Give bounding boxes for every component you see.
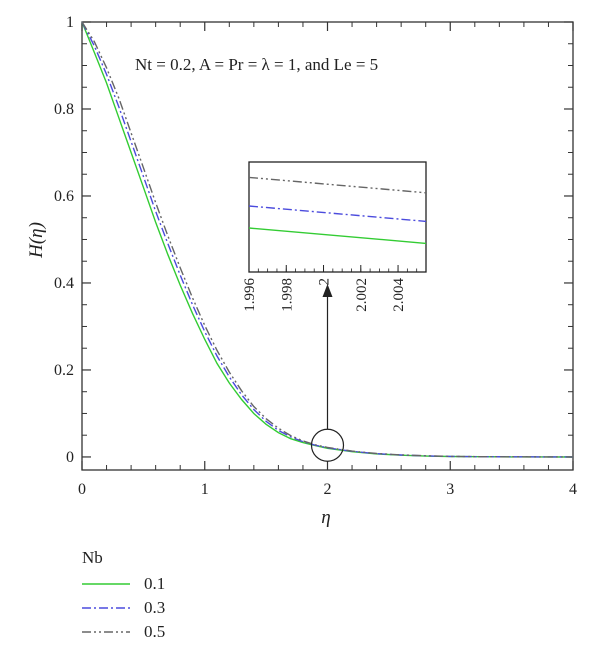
legend-swatch — [82, 607, 130, 609]
legend-item-0.3: 0.3 — [82, 596, 165, 620]
chart: 0 1 2 3 4 0 0.2 0.4 0.6 0.8 1 1.996 1.998 2 2.002 2.00… — [26, 14, 577, 528]
y-tick-label: 0 — [66, 449, 74, 466]
inset-x-tick-label: 2.002 — [354, 278, 370, 312]
inset-x-tick-label: 2 — [317, 278, 333, 286]
inset-series-line-0.3 — [248, 205, 427, 223]
inset-series-line-0.1 — [248, 227, 427, 245]
legend-item-0.5: 0.5 — [82, 620, 165, 644]
inset-x-tick-label: 2.004 — [391, 278, 407, 312]
annotation-text: Nt = 0.2, A = Pr = λ = 1, and Le = 5 — [135, 55, 378, 74]
legend-title: Nb — [82, 548, 103, 567]
x-tick-label: 3 — [446, 481, 454, 498]
y-axis-label: H(η) — [26, 222, 47, 259]
inset-plot: 1.996 1.998 2 2.002 2.004 — [242, 161, 427, 312]
x-axis-label: η — [321, 507, 330, 528]
svg-text:H(η): H(η) — [26, 222, 47, 259]
series-group — [81, 21, 574, 458]
inset-x-tick-label: 1.998 — [279, 278, 295, 312]
legend-item-0.1: 0.1 — [82, 572, 165, 596]
y-tick-label: 0.2 — [54, 362, 74, 379]
x-tick-label: 4 — [569, 481, 577, 498]
legend-label: 0.1 — [144, 574, 166, 593]
inset-x-tick-label: 1.996 — [242, 278, 258, 312]
magnifier-callout — [310, 284, 345, 462]
inset-frame — [248, 161, 427, 273]
x-tick-label: 2 — [324, 481, 332, 498]
y-tick-label: 0.6 — [54, 188, 74, 205]
y-tick-label: 0.8 — [54, 101, 74, 118]
x-tick-label: 1 — [201, 481, 209, 498]
callout-arrowhead — [322, 284, 333, 297]
legend-swatch — [82, 583, 130, 585]
plot-area: 0 1 2 3 4 0 0.2 0.4 0.6 0.8 1 — [54, 14, 577, 498]
y-tick-label: 0.4 — [54, 275, 74, 292]
legend-swatch — [82, 631, 130, 633]
series-line-0.5 — [81, 21, 574, 458]
x-tick-label: 0 — [78, 481, 86, 498]
legend-label: 0.3 — [144, 598, 166, 617]
legend: Nb 0.1 0.3 0.5 — [82, 548, 165, 644]
y-tick-label: 1 — [66, 14, 74, 31]
legend-label: 0.5 — [144, 622, 166, 641]
inset-series-line-0.5 — [248, 176, 427, 194]
